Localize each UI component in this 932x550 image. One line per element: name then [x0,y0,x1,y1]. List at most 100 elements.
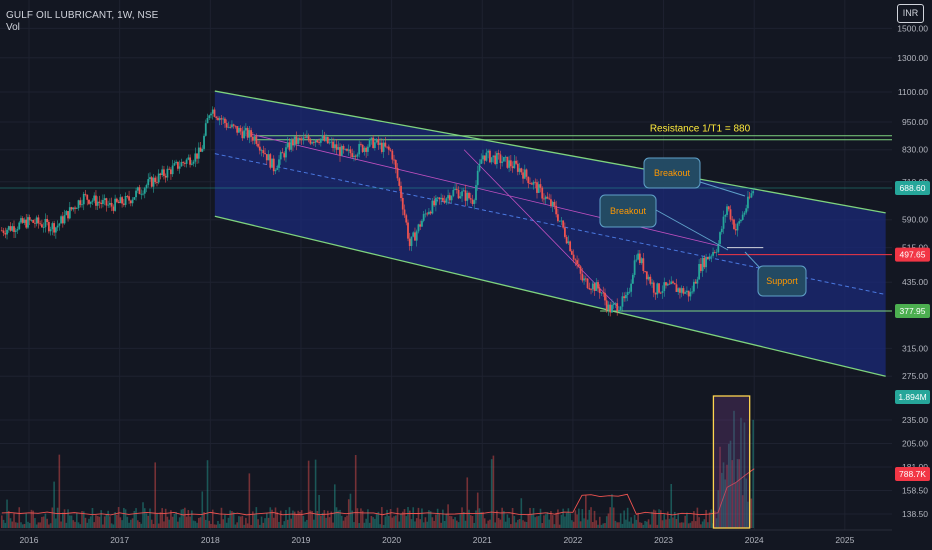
volume-bar [187,510,190,528]
candle-body [747,196,749,209]
volume-bar [714,510,716,528]
candle-body [558,220,561,222]
volume-indicator-label[interactable]: Vol [6,22,20,33]
volume-bar [510,524,512,528]
candle-body [328,142,331,144]
price-badge [895,390,930,404]
volume-bar [515,522,517,528]
volume-bar [154,462,157,528]
volume-bar [537,516,540,528]
candle-body [51,223,54,230]
candle-body [307,136,310,140]
volume-bar [630,517,632,528]
candle-body [506,156,509,168]
candle-body [197,147,200,159]
candle-body [464,190,467,201]
volume-bar [58,454,61,528]
candle-body [672,281,674,284]
candle-body [318,142,320,143]
candle-body [349,149,352,154]
volume-bar [9,518,12,528]
candle-body [407,222,409,239]
breakout-lower-arrow [655,209,729,251]
volume-bar [79,524,82,528]
volume-bar [591,522,594,528]
candle-body [164,175,167,178]
volume-bar [522,520,524,528]
volume-bar [393,516,395,528]
candle-body [715,251,718,253]
candle-body [523,169,526,179]
volume-bar [736,459,739,528]
volume-bar [586,519,589,528]
candle-body [417,224,420,232]
volume-bar [356,508,359,528]
volume-bar [255,507,258,528]
candle-body [23,219,26,223]
candle-body [105,198,108,206]
volume-bar [286,519,289,528]
candle-body [65,211,68,216]
volume-bar [445,513,448,528]
volume-bar [232,512,235,528]
volume-bar [679,522,681,528]
volume-bar [555,512,557,528]
candle-body [180,162,183,167]
volume-bar [229,510,231,528]
candle-body [625,295,627,299]
candle-body [752,191,755,194]
volume-highlight-box [712,395,751,529]
candle-body [581,273,584,281]
candle-body [726,206,728,215]
volume-bar [37,522,40,528]
candle-body [292,139,294,146]
volume-bar [360,508,362,528]
candle-body [117,201,120,204]
volume-bar [252,511,254,528]
candle-body [91,200,94,202]
volume-bar [290,518,292,528]
candle-body [276,167,279,170]
volume-bar [56,507,59,528]
volume-bar [496,510,498,528]
volume-bar [398,521,401,528]
candle-body [539,184,542,188]
currency-button[interactable]: INR [897,4,924,23]
candle-body [332,141,334,149]
volume-bar [466,477,469,528]
candle-body [176,161,179,169]
candle-body [628,291,631,293]
candle-body [597,282,599,289]
candle-body [251,136,254,141]
candle-body [386,146,388,148]
candle-body [686,290,688,293]
candle-body [555,205,558,215]
candle-body [163,169,165,176]
candle-body [391,150,394,160]
volume-bar [525,521,528,528]
volume-bar [508,517,510,528]
volume-bar [304,521,306,528]
volume-bar [185,516,188,528]
volume-bar [203,512,205,528]
volume-bar [173,513,176,528]
candle-body [269,154,272,168]
candle-body [34,222,36,224]
volume-bar [415,518,418,528]
candle-body [530,183,533,185]
volume-bar [579,521,582,528]
volume-bar [21,524,24,528]
candle-body [267,154,270,161]
volume-bar [28,523,31,528]
volume-bar [67,509,69,528]
candle-body [157,173,160,183]
candle-body [447,195,449,199]
candle-body [534,181,537,183]
volume-bar [698,517,700,528]
volume-bar [691,521,693,528]
candle-body [509,160,512,167]
volume-bar [239,516,242,528]
candle-body [74,207,76,209]
candle-body [224,118,226,124]
